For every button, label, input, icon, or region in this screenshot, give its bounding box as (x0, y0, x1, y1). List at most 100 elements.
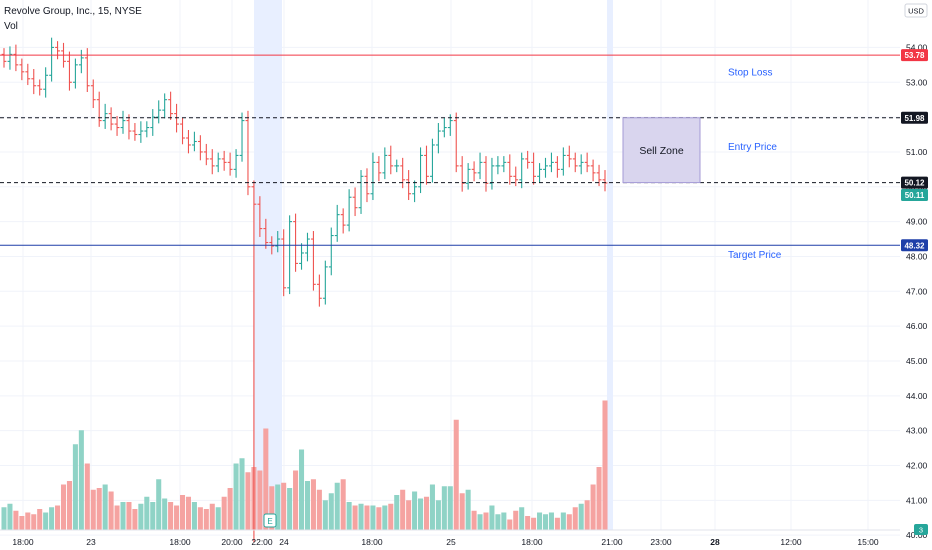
volume-bar (453, 419, 459, 530)
price-bar (257, 196, 263, 237)
volume-indicator-label: Vol (4, 21, 18, 32)
last-price-tag-label: 50.11 (905, 191, 925, 200)
price-bar (209, 149, 215, 175)
price-bar (477, 152, 483, 180)
price-bar (90, 79, 96, 109)
currency-button[interactable]: USD (904, 3, 928, 18)
volume-bar (60, 484, 67, 530)
price-bar (566, 145, 572, 168)
volume-bar (352, 505, 358, 530)
volume-bar (150, 502, 156, 530)
price-bar (287, 215, 293, 295)
volume-bar (13, 510, 19, 530)
volume-bar (102, 484, 108, 530)
volume-bar (209, 503, 215, 530)
price-bar (138, 121, 144, 143)
volume-bar (25, 512, 31, 530)
volume-bar (489, 505, 495, 530)
volume-bar (334, 482, 340, 530)
volume-bar (322, 500, 328, 530)
volume-bar (1, 507, 7, 530)
volume-bar (55, 505, 61, 530)
price-bar (67, 51, 72, 91)
y-tick-label: 40.00 (906, 530, 928, 540)
volume-bar (501, 512, 507, 530)
annotation-label: Target Price (728, 250, 782, 261)
volume-bar (66, 481, 72, 530)
volume-bar (531, 517, 537, 530)
price-bar (37, 79, 43, 96)
y-tick-label: 44.00 (906, 391, 928, 401)
price-bar (43, 67, 49, 98)
price-bar (513, 166, 519, 187)
price-bar (412, 180, 417, 203)
price-bar (358, 170, 364, 214)
price-bar (192, 131, 197, 152)
price-bars (1, 37, 608, 543)
price-bar (465, 163, 471, 190)
volume-bar (90, 489, 96, 530)
volume-bar (495, 514, 501, 530)
price-bar (150, 109, 156, 136)
price-bar (483, 156, 489, 192)
volume-bar (7, 503, 13, 530)
price-bar (144, 121, 150, 138)
price-bar (126, 114, 132, 140)
annotation-label: Entry Price (728, 142, 777, 153)
volume-bar (269, 486, 275, 530)
price-tag-bg (901, 49, 928, 62)
x-tick-label: 20:00 (221, 537, 243, 547)
price-bar (596, 164, 602, 187)
volume-bar (191, 502, 197, 530)
price-bar (197, 135, 203, 161)
volume-bar (346, 502, 352, 530)
volume-bar (156, 479, 162, 530)
volume-bar (245, 472, 251, 530)
volume-bar (507, 519, 513, 530)
y-tick-label: 49.00 (906, 217, 928, 227)
price-bar (251, 180, 257, 543)
sell-zone-box[interactable] (622, 117, 701, 184)
y-tick-label: 46.00 (906, 321, 928, 331)
bottom-tag-label: 3 (919, 526, 923, 535)
earnings-marker[interactable]: E (263, 513, 277, 528)
price-bar (578, 154, 584, 175)
price-tag-bg (901, 111, 928, 124)
price-bar (55, 41, 60, 60)
sell-zone[interactable]: Sell Zone (622, 117, 701, 184)
volume-bar (560, 512, 566, 530)
price-bar (78, 49, 84, 74)
volume-bar (376, 507, 382, 530)
volume-bar (179, 495, 186, 530)
volume-bar (138, 503, 144, 530)
x-tick-label: 15:00 (857, 537, 879, 547)
volume-bar (370, 505, 376, 530)
x-tick-label: 23:00 (650, 537, 672, 547)
volume-bar (49, 507, 55, 530)
price-bar (459, 156, 465, 192)
price-bar (549, 152, 554, 173)
volume-bar (257, 470, 263, 530)
volume-bar (394, 495, 400, 530)
volume-bar (114, 505, 120, 530)
currency-label: USD (908, 7, 924, 16)
volume-bar (281, 482, 287, 530)
volume-bar (429, 484, 435, 530)
price-bar (239, 112, 245, 162)
price-bar (316, 274, 322, 307)
x-tick-label: 18:00 (521, 537, 543, 547)
price-bar (31, 69, 37, 95)
price-bar (537, 163, 542, 183)
price-axis[interactable]: 54.0053.0052.0051.0050.0049.0048.0047.00… (900, 0, 932, 540)
volume-bar (78, 430, 84, 530)
price-bar (96, 91, 102, 127)
time-axis[interactable]: 18:00 23 18:00 20:00 22:00 24 18:00 25 18:00 21:0… (0, 529, 900, 547)
volume-bar (275, 484, 281, 530)
volume-bar (132, 509, 138, 530)
x-tick-label: 21:00 (601, 537, 623, 547)
volume-bar (31, 514, 37, 530)
price-bar (108, 107, 114, 131)
price-bar (233, 149, 239, 178)
